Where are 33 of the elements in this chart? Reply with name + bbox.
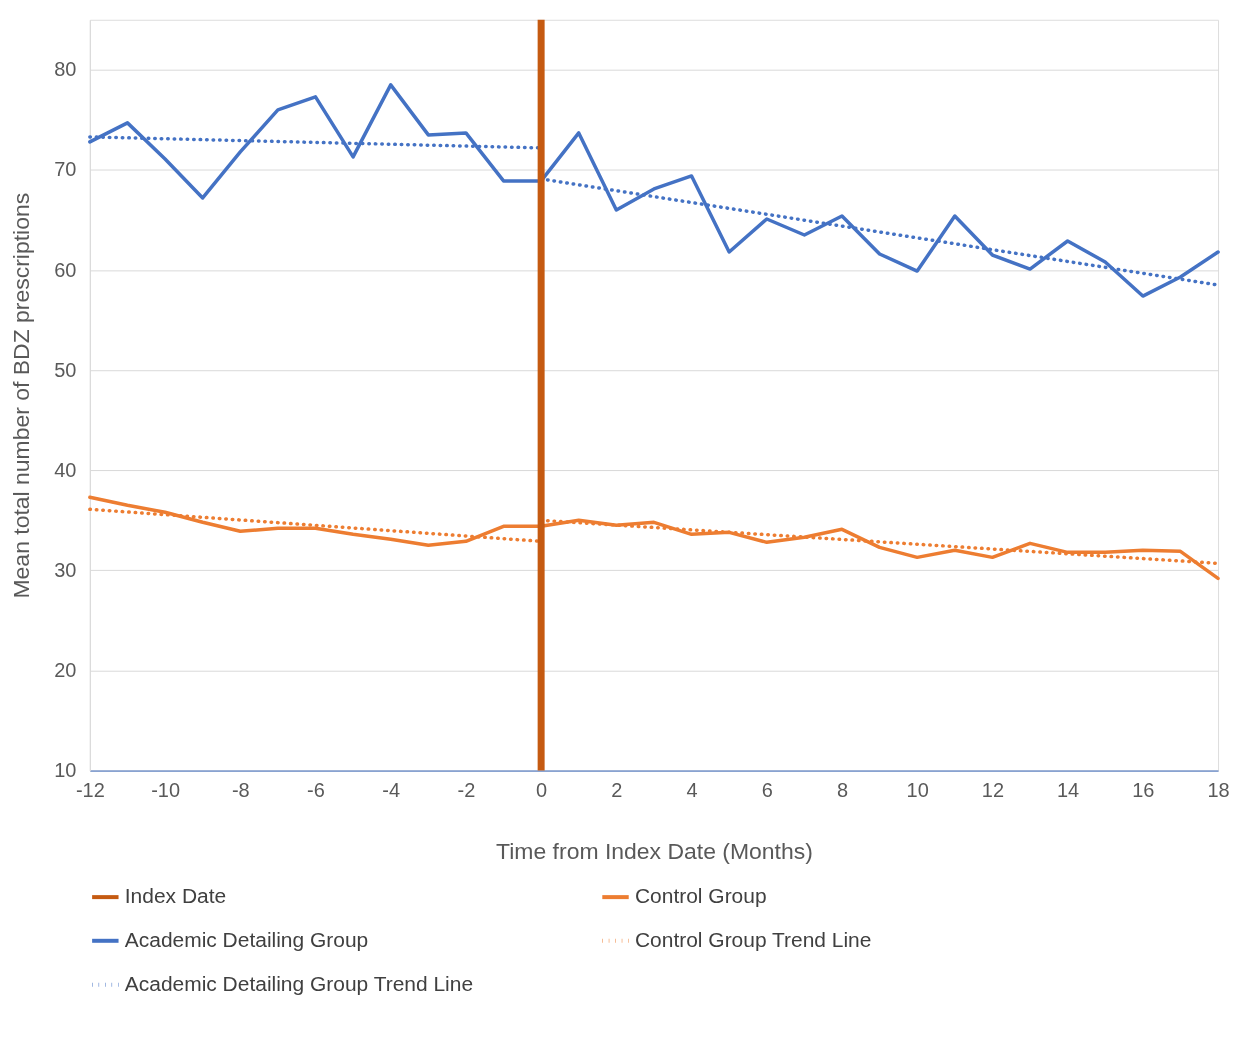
legend-label: Academic Detailing Group [124,927,369,951]
y-tick-label: 80 [54,58,77,81]
legend-label: Index Date [124,884,227,908]
line-series [88,83,1220,298]
x-tick-label: -10 [151,779,180,802]
x-tick-label: -6 [307,779,325,802]
x-tick-label: 8 [836,779,849,802]
legend-label: Academic Detailing Group Trend Line [124,971,474,995]
y-tick-label: 10 [54,759,77,782]
x-tick-label: 0 [536,779,548,802]
legend-label: Control Group [634,884,767,908]
y-tick-label: 40 [54,458,77,481]
x-tick-label: 14 [1057,779,1080,802]
x-tick-label: 12 [981,779,1005,802]
legend-label: Control Group Trend Line [634,927,872,951]
x-tick-label: 10 [906,779,929,802]
x-tick-label: -2 [457,779,476,802]
x-tick-label: 6 [761,779,773,802]
x-tick-label: 18 [1207,779,1230,802]
x-tick-label: -12 [75,779,105,802]
y-tick-label: 50 [54,358,77,381]
x-tick-label: 16 [1132,779,1155,802]
x-tick-label: -4 [382,779,401,802]
y-tick-label: 70 [54,158,77,181]
y-tick-label: 60 [54,258,77,281]
x-axis-title: Time from Index Date (Months) [496,837,813,864]
x-tick-label: 2 [611,779,623,802]
y-tick-label: 20 [54,658,77,681]
y-axis-title: Mean total number of BDZ prescriptions [8,192,35,599]
y-tick-label: 30 [54,558,77,581]
x-tick-label: 4 [686,779,698,802]
x-tick-label: -8 [231,779,250,802]
line-series [88,495,1220,581]
